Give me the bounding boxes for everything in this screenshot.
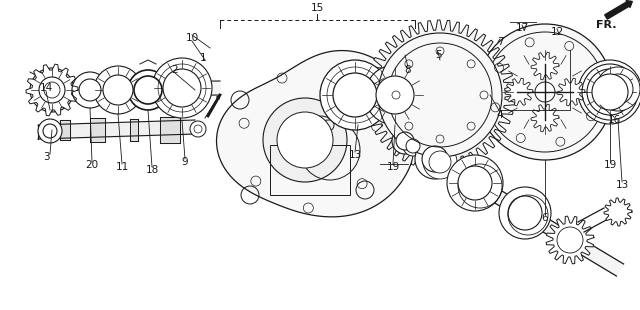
- Text: 14: 14: [40, 83, 52, 93]
- FancyArrow shape: [605, 1, 632, 19]
- Text: 20: 20: [85, 160, 99, 170]
- Circle shape: [596, 92, 606, 102]
- Polygon shape: [505, 78, 533, 106]
- Text: 3: 3: [43, 152, 49, 162]
- Polygon shape: [392, 129, 623, 276]
- Text: 15: 15: [310, 3, 324, 13]
- Text: FR.: FR.: [596, 20, 616, 30]
- Circle shape: [422, 146, 448, 172]
- Circle shape: [392, 128, 418, 154]
- Circle shape: [79, 79, 101, 101]
- Circle shape: [365, 65, 425, 125]
- Circle shape: [477, 24, 613, 160]
- Circle shape: [103, 75, 133, 105]
- Text: 13: 13: [348, 150, 362, 160]
- Polygon shape: [531, 104, 559, 132]
- Circle shape: [128, 70, 168, 110]
- Circle shape: [376, 76, 414, 114]
- Circle shape: [277, 112, 333, 168]
- Circle shape: [72, 72, 108, 108]
- Bar: [270, 145, 350, 195]
- Circle shape: [38, 119, 62, 143]
- Circle shape: [499, 187, 551, 239]
- Text: 10: 10: [186, 33, 198, 43]
- Text: 5: 5: [435, 50, 442, 60]
- Circle shape: [458, 166, 492, 200]
- Polygon shape: [26, 64, 78, 116]
- Circle shape: [43, 124, 57, 138]
- Text: 7: 7: [497, 37, 503, 47]
- Circle shape: [592, 74, 628, 110]
- Circle shape: [333, 73, 377, 117]
- Circle shape: [30, 68, 74, 112]
- Polygon shape: [546, 216, 594, 264]
- Text: 4: 4: [497, 110, 503, 120]
- Text: 2: 2: [172, 65, 179, 75]
- Circle shape: [406, 139, 420, 153]
- Circle shape: [429, 151, 451, 173]
- Text: 17: 17: [515, 23, 529, 33]
- Polygon shape: [557, 78, 585, 106]
- Circle shape: [603, 74, 633, 104]
- Circle shape: [39, 77, 65, 103]
- Circle shape: [378, 33, 502, 157]
- Circle shape: [396, 132, 414, 150]
- Text: 11: 11: [115, 162, 129, 172]
- Text: 18: 18: [145, 165, 159, 175]
- Circle shape: [557, 227, 583, 253]
- Polygon shape: [216, 51, 417, 217]
- Circle shape: [403, 136, 423, 156]
- Circle shape: [263, 98, 347, 182]
- Text: 19: 19: [387, 162, 399, 172]
- Text: 1: 1: [200, 53, 206, 63]
- Text: 6: 6: [541, 213, 548, 223]
- Text: 9: 9: [182, 157, 188, 167]
- Circle shape: [508, 196, 542, 230]
- Circle shape: [163, 69, 201, 107]
- Circle shape: [578, 60, 640, 124]
- Circle shape: [447, 155, 503, 211]
- Circle shape: [535, 82, 555, 102]
- Circle shape: [152, 58, 212, 118]
- Polygon shape: [365, 20, 515, 170]
- Text: 16: 16: [607, 115, 621, 125]
- Circle shape: [423, 145, 457, 179]
- Circle shape: [94, 66, 142, 114]
- Circle shape: [415, 139, 455, 179]
- Polygon shape: [531, 52, 559, 80]
- Circle shape: [194, 125, 202, 133]
- Text: 13: 13: [616, 180, 628, 190]
- Text: 12: 12: [550, 27, 564, 37]
- Circle shape: [596, 67, 640, 111]
- Circle shape: [44, 82, 60, 98]
- Circle shape: [134, 76, 162, 104]
- Text: 8: 8: [404, 65, 412, 75]
- Circle shape: [582, 64, 638, 120]
- Circle shape: [587, 69, 633, 115]
- Circle shape: [320, 60, 390, 130]
- Circle shape: [190, 121, 206, 137]
- Polygon shape: [604, 198, 632, 226]
- Text: 19: 19: [604, 160, 616, 170]
